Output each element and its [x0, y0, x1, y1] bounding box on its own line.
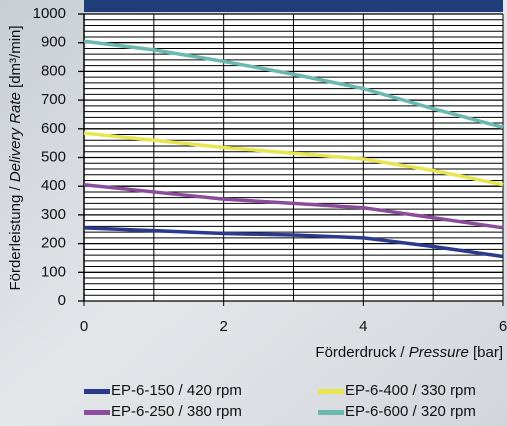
y-tick-label: 0: [58, 292, 66, 309]
legend-swatch: [84, 410, 110, 415]
y-tick-label: 400: [41, 177, 66, 194]
legend-swatch: [318, 389, 344, 394]
y-tick-label: 300: [41, 206, 66, 223]
y-tick-label: 1000: [33, 5, 66, 22]
x-tick-label: 6: [499, 318, 507, 335]
y-axis-label: Förderleistung / Delivery Rate [dm³/min]: [7, 25, 24, 290]
legend-swatch: [84, 389, 110, 394]
x-tick-label: 0: [80, 318, 88, 335]
legend-label: EP-6-600 / 320 rpm: [345, 403, 476, 420]
y-tick-label: 900: [41, 34, 66, 51]
legend-label: EP-6-250 / 380 rpm: [111, 403, 242, 420]
x-axis-label: Förderdruck / Pressure [bar]: [315, 344, 503, 361]
y-tick-label: 500: [41, 148, 66, 165]
y-tick-label: 200: [41, 235, 66, 252]
legend-label: EP-6-150 / 420 rpm: [111, 382, 242, 399]
x-tick-label: 2: [219, 318, 227, 335]
legend-swatch: [318, 410, 344, 415]
y-tick-label: 800: [41, 62, 66, 79]
y-tick-label: 700: [41, 91, 66, 108]
y-tick-label: 100: [41, 263, 66, 280]
legend-label: EP-6-400 / 330 rpm: [345, 382, 476, 399]
y-tick-label: 600: [41, 120, 66, 137]
header-band: [84, 0, 503, 12]
chart: Förderleistung / Delivery Rate [dm³/min]…: [0, 0, 507, 426]
x-tick-label: 4: [359, 318, 367, 335]
